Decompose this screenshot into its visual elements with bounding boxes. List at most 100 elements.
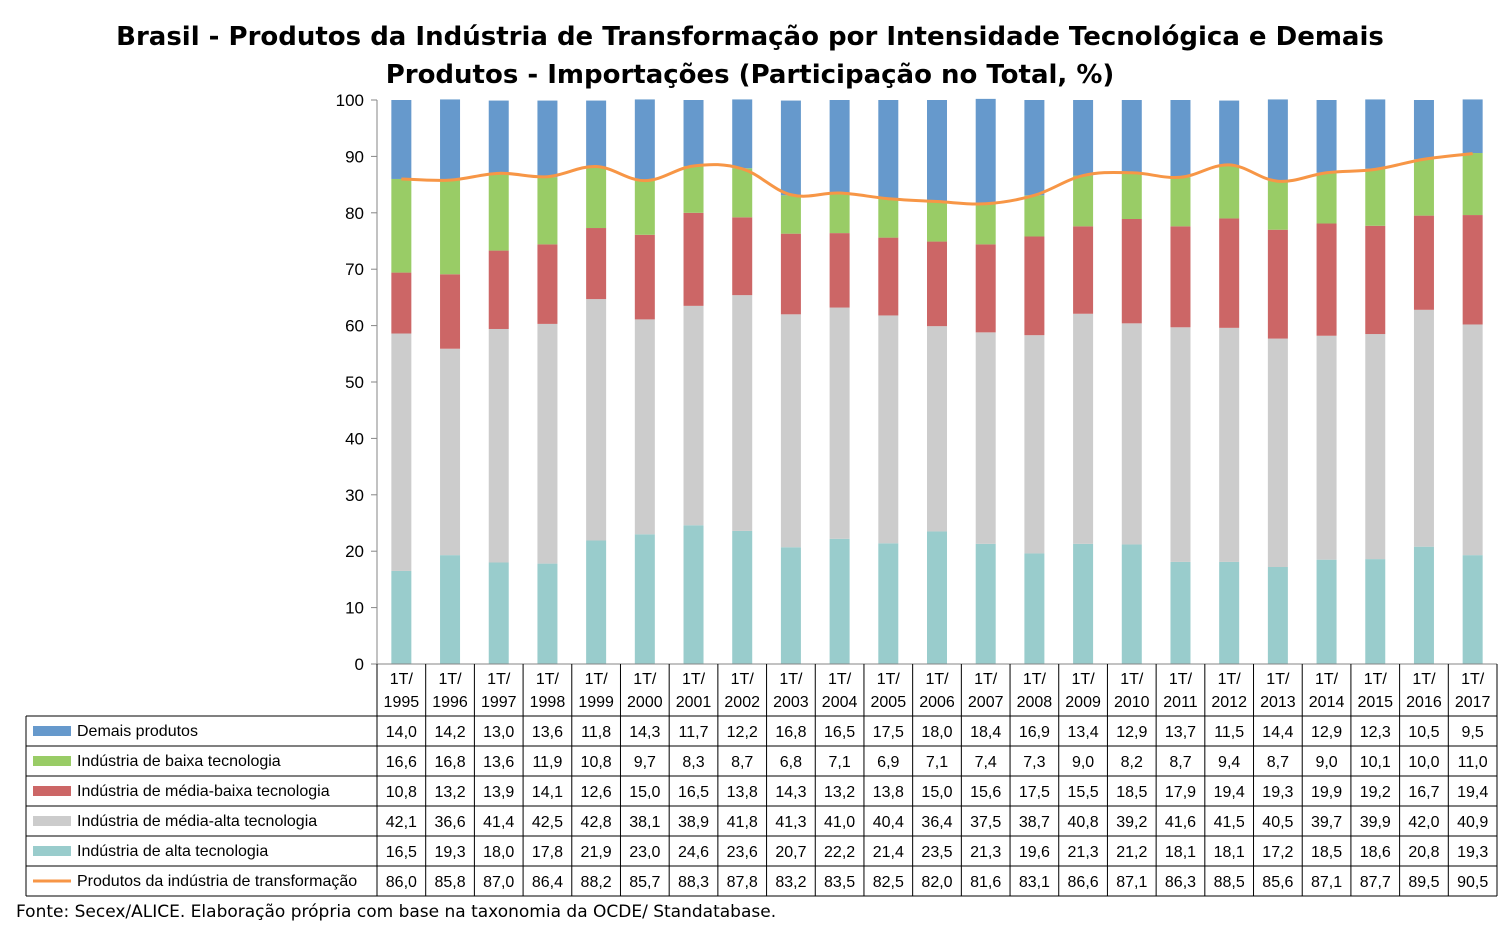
bar-segment: [488, 562, 509, 664]
data-label: 82,0: [921, 874, 952, 891]
bar-segment: [391, 333, 412, 571]
chart-title: Brasil - Produtos da Indústria de Transf…: [0, 18, 1500, 94]
legend-swatch: [33, 846, 71, 856]
bar-segment: [537, 323, 558, 564]
data-label: 85,8: [434, 874, 465, 891]
x-tick-label: 1T/: [438, 671, 462, 688]
legend-swatch: [33, 786, 71, 796]
data-label: 18,0: [921, 724, 952, 741]
data-label: 23,5: [921, 844, 952, 861]
data-label: 12,9: [1311, 724, 1342, 741]
data-label: 16,7: [1408, 784, 1439, 801]
bar-segment: [1462, 324, 1483, 556]
bar-segment: [1170, 327, 1191, 562]
x-tick-label: 2014: [1309, 694, 1345, 711]
bar-segment: [780, 233, 801, 315]
bar-segment: [683, 305, 704, 526]
data-label: 7,3: [1023, 754, 1045, 771]
x-tick-label: 2011: [1163, 694, 1198, 711]
data-label: 16,5: [678, 784, 709, 801]
data-label: 88,3: [678, 874, 709, 891]
data-label: 21,4: [873, 844, 904, 861]
y-tick-label: 0: [355, 655, 364, 674]
data-label: 41,3: [775, 814, 806, 831]
data-label: 7,1: [828, 754, 850, 771]
data-label: 39,2: [1116, 814, 1147, 831]
chart-title-line-1: Brasil - Produtos da Indústria de Transf…: [116, 22, 1384, 52]
data-label: 20,8: [1408, 844, 1439, 861]
data-label: 17,8: [532, 844, 563, 861]
data-label: 13,8: [727, 784, 758, 801]
y-tick-label: 40: [345, 429, 364, 448]
x-tick-label: 1T/: [731, 671, 755, 688]
data-label: 42,8: [581, 814, 612, 831]
y-tick-label: 80: [345, 204, 364, 223]
x-tick-label: 2009: [1065, 694, 1101, 711]
bar-segment: [1073, 226, 1094, 314]
data-label: 18,1: [1165, 844, 1196, 861]
data-label: 19,2: [1360, 784, 1391, 801]
data-label: 41,6: [1165, 814, 1196, 831]
bar-segment: [1267, 566, 1288, 664]
data-label: 16,5: [386, 844, 417, 861]
data-label: 87,1: [1311, 874, 1342, 891]
bar-segment: [1219, 218, 1240, 328]
data-label: 13,2: [434, 784, 465, 801]
data-label: 12,3: [1360, 724, 1391, 741]
bar-segment: [488, 100, 509, 174]
bar-segment: [586, 100, 607, 168]
data-label: 11,5: [1214, 724, 1244, 741]
x-tick-label: 2005: [871, 694, 907, 711]
data-label: 13,4: [1068, 724, 1099, 741]
data-label: 7,4: [975, 754, 997, 771]
bar-segment: [829, 193, 850, 234]
bar-segment: [391, 100, 412, 179]
bar-segment: [1073, 175, 1094, 227]
x-tick-label: 1T/: [1364, 671, 1388, 688]
data-label: 40,9: [1457, 814, 1488, 831]
bar-segment: [440, 555, 461, 664]
bar-segment: [1024, 335, 1045, 554]
legend-label: Indústria de média-alta tecnologia: [77, 813, 317, 830]
x-tick-label: 1T/: [585, 671, 609, 688]
data-label: 7,1: [926, 754, 948, 771]
bar-segment: [780, 314, 801, 548]
data-label: 39,7: [1311, 814, 1342, 831]
data-label: 18,0: [483, 844, 514, 861]
bar-segment: [1316, 559, 1337, 664]
x-tick-label: 1T/: [1023, 671, 1047, 688]
bar-segment: [1219, 100, 1240, 166]
bar-segment: [586, 540, 607, 664]
data-label: 14,4: [1262, 724, 1293, 741]
x-tick-label: 2007: [968, 694, 1004, 711]
x-tick-label: 1996: [432, 694, 468, 711]
bar-segment: [1073, 313, 1094, 544]
y-tick-label: 20: [345, 542, 364, 561]
bar-segment: [1267, 229, 1288, 339]
data-label: 12,9: [1116, 724, 1147, 741]
x-tick-label: 1T/: [633, 671, 657, 688]
data-label: 83,2: [775, 874, 806, 891]
data-label: 21,9: [581, 844, 612, 861]
x-tick-label: 1T/: [1461, 671, 1485, 688]
data-label: 10,8: [581, 754, 612, 771]
data-label: 40,8: [1068, 814, 1099, 831]
bar-segment: [1365, 334, 1386, 560]
x-tick-label: 2010: [1114, 694, 1150, 711]
bar-segment: [878, 315, 899, 544]
data-label: 87,8: [727, 874, 758, 891]
bar-segment: [878, 198, 899, 238]
bar-segment: [878, 237, 899, 316]
x-tick-label: 1995: [384, 694, 420, 711]
data-label: 23,0: [629, 844, 660, 861]
bar-segment: [1121, 100, 1142, 173]
bar-segment: [1413, 309, 1434, 547]
bar-segment: [1121, 323, 1142, 545]
bar-segment: [1462, 215, 1483, 325]
bar-segment: [1316, 172, 1337, 224]
data-label: 14,1: [532, 784, 563, 801]
y-tick-label: 100: [336, 91, 364, 110]
data-label: 37,5: [970, 814, 1001, 831]
legend-swatch: [33, 816, 71, 826]
data-label: 40,4: [873, 814, 904, 831]
